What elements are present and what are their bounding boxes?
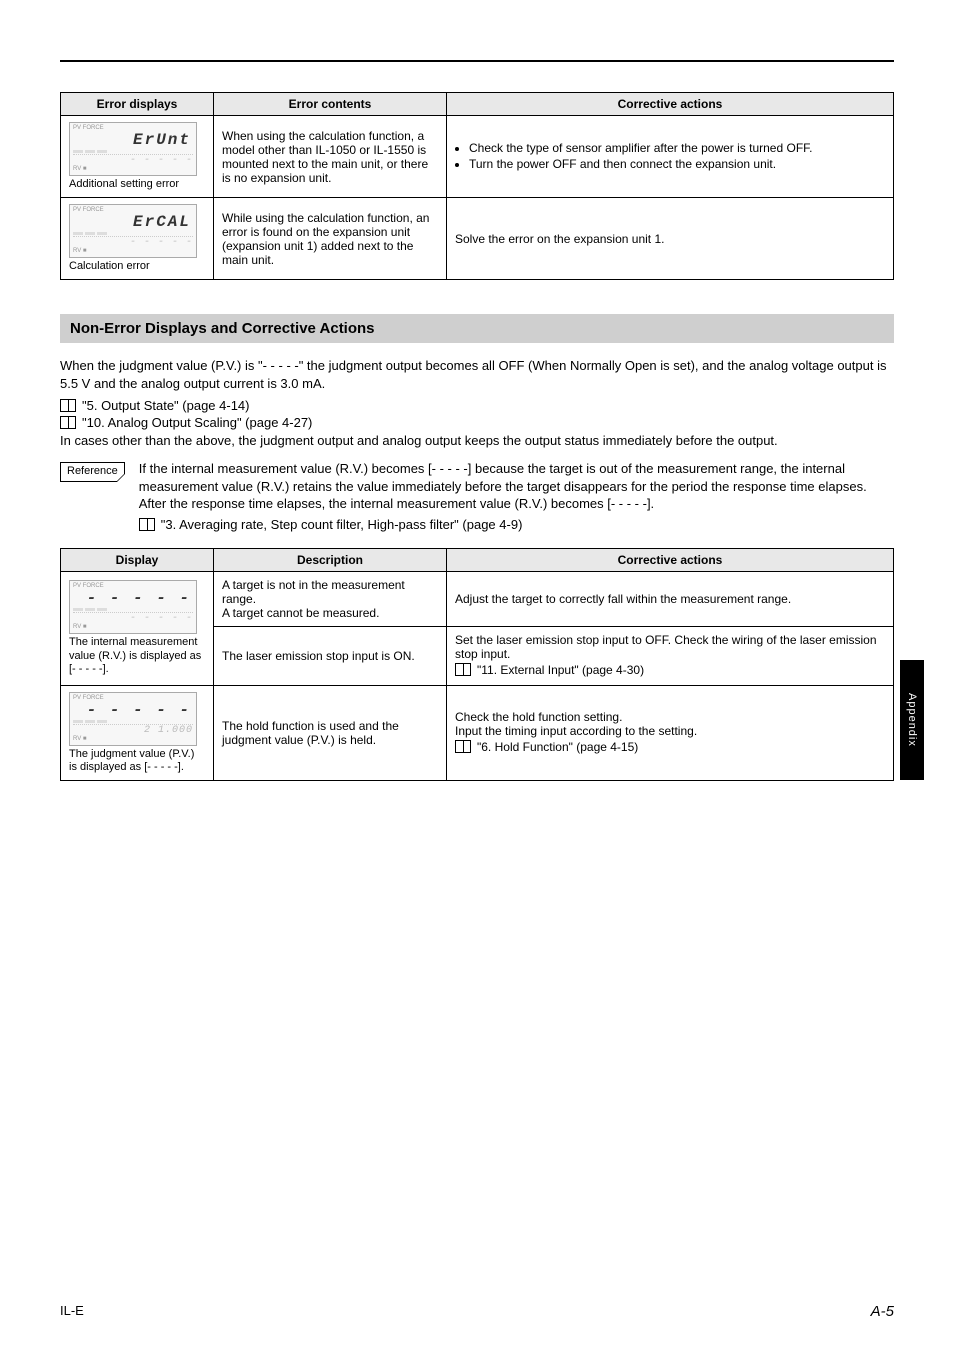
reference-link-line: "3. Averaging rate, Step count filter, H… (139, 517, 894, 532)
corrective-cell: Set the laser emission stop input to OFF… (455, 633, 885, 661)
lcd-sub: - - - - - (73, 236, 193, 248)
table-row: PV FORCE - - - - - 2 1.000 RV ■ The judg… (61, 685, 894, 780)
reference-callout: Reference If the internal measurement va… (60, 460, 894, 534)
reference-link-text: "11. External Input" (page 4-30) (477, 663, 644, 677)
lcd-main: - - - - - (73, 589, 193, 607)
lcd-main: ErUnt (73, 131, 193, 149)
corrective-cell: Check the hold function setting. Input t… (455, 710, 885, 738)
section-heading: Non-Error Displays and Corrective Action… (60, 314, 894, 343)
reference-label: Reference (60, 462, 125, 482)
th-corrective-actions: Corrective actions (447, 548, 894, 571)
side-tab-appendix: Appendix (900, 660, 924, 780)
description-cell: The laser emission stop input is ON. (214, 626, 447, 685)
lcd-main: ErCAL (73, 213, 193, 231)
lcd-display: PV FORCE ErCAL - - - - - RV ■ (69, 204, 197, 258)
lcd-sub: - - - - - (73, 154, 193, 166)
th-error-contents: Error contents (214, 93, 447, 116)
reference-body: If the internal measurement value (R.V.)… (139, 460, 894, 513)
intro-paragraph: When the judgment value (P.V.) is "- - -… (60, 357, 894, 392)
lcd-caption: The internal measurement value (R.V.) is… (69, 636, 205, 676)
table-row: PV FORCE ErUnt - - - - - RV ■ Additional… (61, 116, 894, 198)
footer-left: IL-E (60, 1303, 84, 1320)
footer-page-number: A-5 (871, 1303, 894, 1320)
reference-link-text: "10. Analog Output Scaling" (page 4-27) (82, 415, 312, 430)
lcd-display: PV FORCE ErUnt - - - - - RV ■ (69, 122, 197, 176)
table-row: PV FORCE - - - - - - - - - - RV ■ The in… (61, 571, 894, 626)
book-icon (455, 663, 471, 676)
corrective-list: Check the type of sensor amplifier after… (455, 141, 885, 171)
reference-link-text: "5. Output State" (page 4-14) (82, 398, 250, 413)
lcd-caption: Calculation error (69, 260, 205, 273)
lcd-sub: - - - - - (73, 612, 193, 624)
description-cell: A target is not in the measurement range… (214, 571, 447, 626)
lcd-caption: Additional setting error (69, 178, 205, 191)
intro-paragraph-2: In cases other than the above, the judgm… (60, 432, 894, 450)
error-content: While using the calculation function, an… (214, 198, 447, 280)
reference-link-text: "6. Hold Function" (page 4-15) (477, 740, 638, 754)
corrective-text: Solve the error on the expansion unit 1. (447, 198, 894, 280)
book-icon (455, 740, 471, 753)
lcd-caption: The judgment value (P.V.) is displayed a… (69, 748, 205, 774)
reference-link-line: "10. Analog Output Scaling" (page 4-27) (60, 415, 894, 430)
th-error-displays: Error displays (61, 93, 214, 116)
book-icon (60, 416, 76, 429)
th-corrective-actions: Corrective actions (447, 93, 894, 116)
th-description: Description (214, 548, 447, 571)
corrective-item: Check the type of sensor amplifier after… (469, 141, 885, 155)
lcd-display: PV FORCE - - - - - - - - - - RV ■ (69, 580, 197, 634)
book-icon (60, 399, 76, 412)
lcd-sub: 2 1.000 (73, 724, 193, 736)
lcd-display: PV FORCE - - - - - 2 1.000 RV ■ (69, 692, 197, 746)
reference-link-line: "5. Output State" (page 4-14) (60, 398, 894, 413)
corrective-cell: Adjust the target to correctly fall with… (447, 571, 894, 626)
lcd-main: - - - - - (73, 701, 193, 719)
error-table: Error displays Error contents Corrective… (60, 92, 894, 280)
corrective-item: Turn the power OFF and then connect the … (469, 157, 885, 171)
page-footer: IL-E A-5 (60, 1303, 894, 1320)
side-tab-label: Appendix (906, 693, 918, 747)
th-display: Display (61, 548, 214, 571)
reference-link-line: "6. Hold Function" (page 4-15) (455, 740, 885, 754)
table-row: PV FORCE ErCAL - - - - - RV ■ Calculatio… (61, 198, 894, 280)
error-content: When using the calculation function, a m… (214, 116, 447, 198)
reference-link-line: "11. External Input" (page 4-30) (455, 663, 885, 677)
display-table: Display Description Corrective actions P… (60, 548, 894, 781)
description-cell: The hold function is used and the judgme… (214, 685, 447, 780)
top-rule (60, 60, 894, 62)
reference-link-text: "3. Averaging rate, Step count filter, H… (161, 517, 523, 532)
book-icon (139, 518, 155, 531)
